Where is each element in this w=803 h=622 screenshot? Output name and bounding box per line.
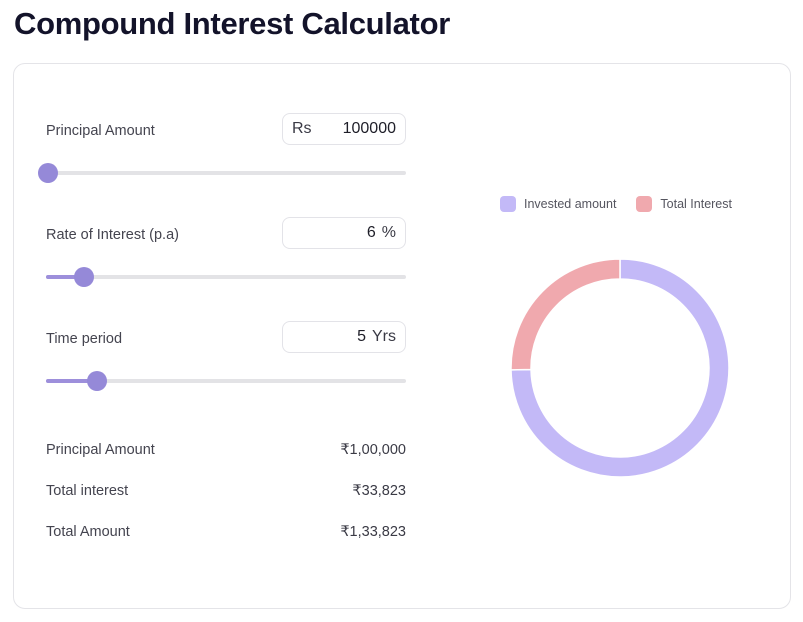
slider-fill (46, 275, 84, 279)
years-suffix: Yrs (372, 328, 396, 345)
legend-swatch-invested (500, 196, 516, 212)
rate-of-interest-input[interactable]: 6 % (282, 217, 406, 249)
summary-interest-value: ₹33,823 (352, 483, 406, 499)
summary-principal-label: Principal Amount (46, 442, 155, 458)
slider-thumb[interactable] (87, 371, 108, 391)
legend-label-invested: Invested amount (524, 197, 617, 211)
summary-principal-value: ₹1,00,000 (340, 442, 406, 458)
calculator-card: Principal Amount Rs 100000 Rate of Inter… (13, 63, 791, 609)
summary-interest-label: Total interest (46, 483, 129, 499)
slider-fill (46, 379, 98, 383)
slider-track (46, 379, 406, 383)
legend-label-interest: Total Interest (660, 197, 732, 211)
rate-of-interest-slider[interactable] (46, 267, 406, 287)
time-period-input[interactable]: 5 Yrs (282, 321, 406, 353)
summary-interest-row: Total interest ₹33,823 (46, 483, 406, 499)
percent-suffix: % (381, 224, 396, 241)
legend-swatch-interest (636, 196, 653, 212)
rate-of-interest-label: Rate of Interest (p.a) (46, 227, 179, 243)
slider-thumb[interactable] (38, 163, 58, 183)
time-period-slider[interactable] (46, 371, 406, 391)
summary-total-value: ₹1,33,823 (340, 524, 406, 540)
slider-track (46, 275, 406, 279)
donut-chart (510, 258, 730, 478)
time-period-label: Time period (46, 331, 123, 347)
principal-amount-value: 100000 (342, 120, 396, 137)
legend-item-invested[interactable]: Invested amount (500, 196, 616, 212)
legend-item-interest[interactable]: Total Interest (636, 196, 732, 212)
page-title: Compound Interest Calculator (14, 6, 450, 41)
principal-amount-label: Principal Amount (46, 123, 155, 139)
slider-track (46, 171, 406, 175)
summary-total-label: Total Amount (46, 524, 130, 540)
slider-thumb[interactable] (73, 267, 94, 287)
summary-total-row: Total Amount ₹1,33,823 (46, 524, 406, 540)
donut-slice-invested[interactable] (510, 258, 730, 478)
summary-principal-row: Principal Amount ₹1,00,000 (46, 442, 406, 458)
principal-amount-input[interactable]: Rs 100000 (282, 113, 406, 145)
chart-legend: Invested amount Total Interest (500, 196, 752, 212)
rate-of-interest-value: 6 (366, 224, 376, 241)
principal-amount-slider[interactable] (38, 163, 406, 183)
donut-slice-interest[interactable] (510, 258, 621, 371)
time-period-value: 5 (357, 328, 366, 345)
currency-prefix: Rs (292, 120, 312, 137)
